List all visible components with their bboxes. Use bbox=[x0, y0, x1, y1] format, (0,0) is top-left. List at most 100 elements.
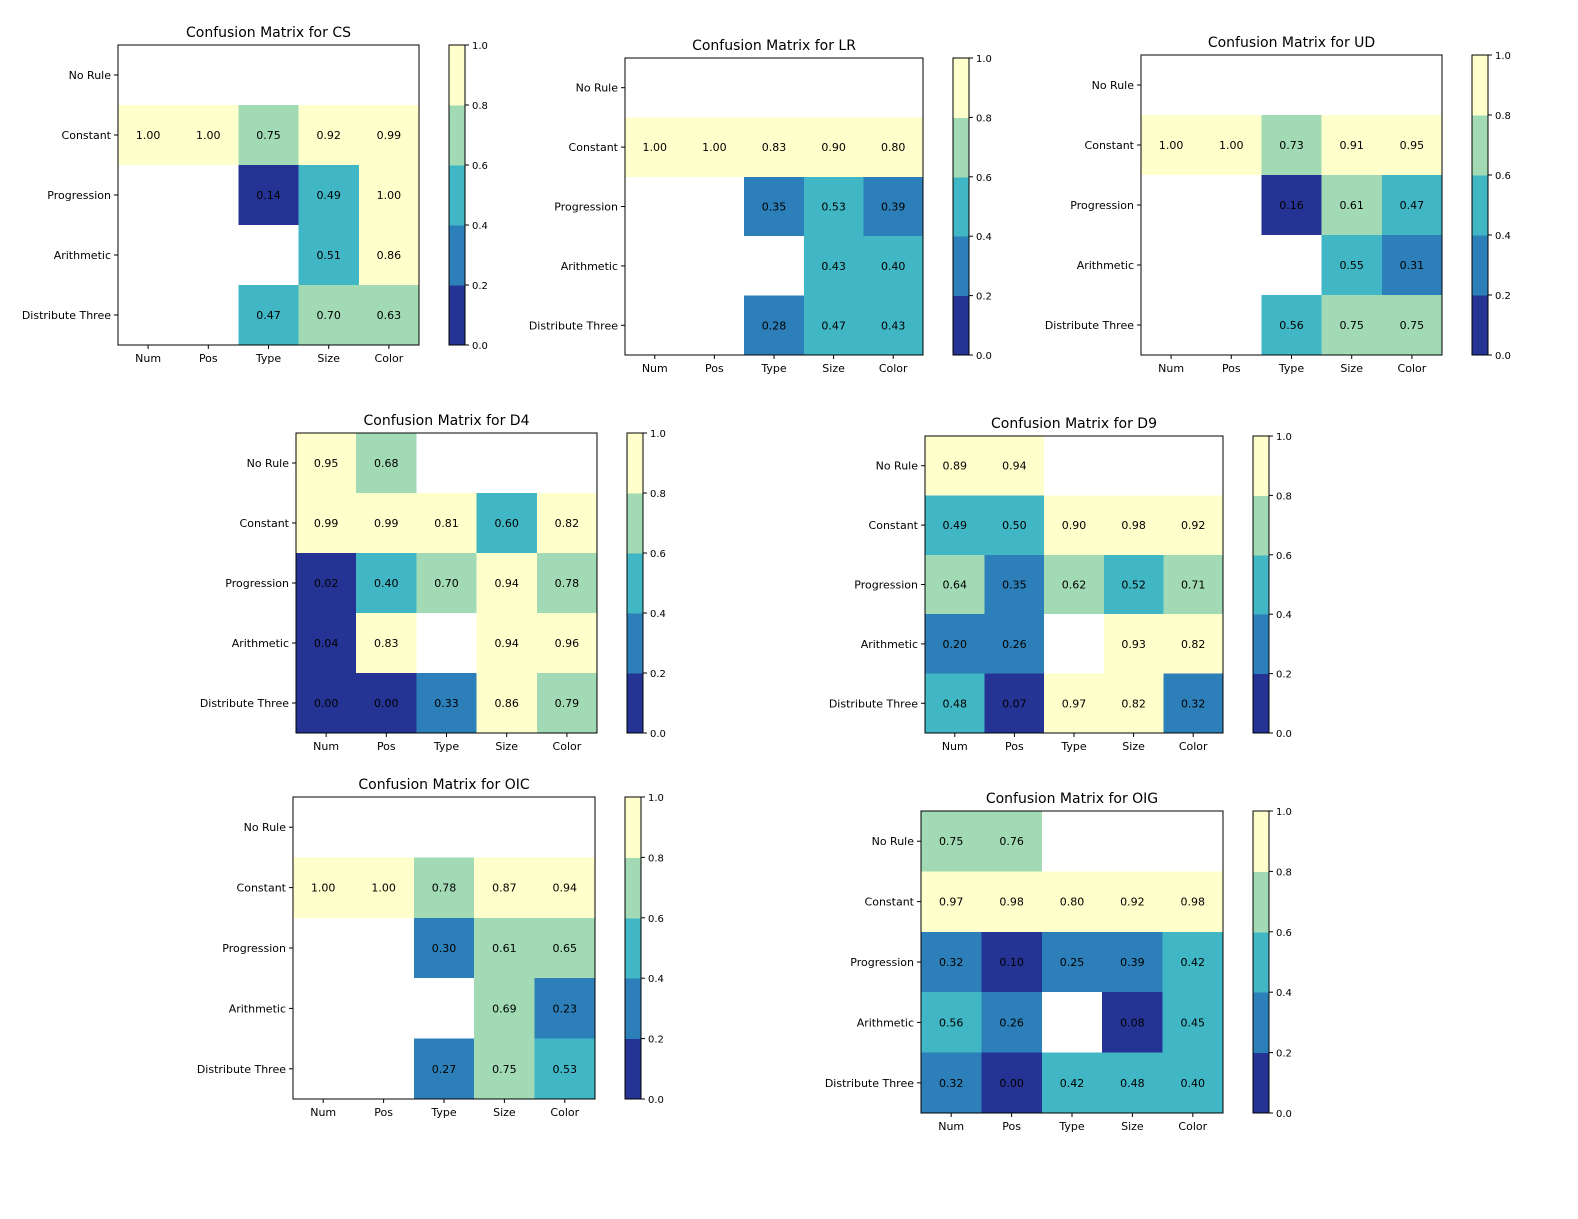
x-tick-label: Num bbox=[313, 740, 339, 753]
colorbar-tick-label: 0.8 bbox=[648, 853, 664, 864]
heatmap-cell bbox=[356, 613, 417, 674]
cell-value-label: 0.43 bbox=[881, 319, 906, 332]
x-tick-label: Size bbox=[1121, 1120, 1144, 1133]
y-tick-label: No Rule bbox=[69, 69, 112, 82]
heatmap-cell bbox=[863, 58, 924, 118]
cell-value-label: 0.52 bbox=[1121, 579, 1146, 592]
colorbar-segment bbox=[1472, 115, 1488, 176]
heatmap-cell bbox=[474, 857, 536, 919]
y-tick-label: Arithmetic bbox=[857, 1016, 914, 1029]
cell-value-label: 0.48 bbox=[1120, 1077, 1145, 1090]
heatmap-cell bbox=[1381, 175, 1443, 236]
cell-value-label: 0.92 bbox=[316, 129, 341, 142]
x-tick-label: Size bbox=[1122, 740, 1145, 753]
heatmap-cell bbox=[625, 58, 686, 118]
colorbar-tick-label: 0.2 bbox=[1495, 291, 1511, 302]
colorbar-tick-label: 0.0 bbox=[648, 1095, 664, 1106]
y-tick-label: Constant bbox=[1085, 139, 1135, 152]
heatmap-cell bbox=[353, 978, 415, 1040]
colorbar-segment bbox=[953, 236, 969, 297]
heatmap-cell bbox=[1162, 992, 1224, 1054]
cell-value-label: 0.35 bbox=[762, 201, 787, 214]
cell-value-label: 0.71 bbox=[1181, 579, 1206, 592]
y-tick-label: Constant bbox=[62, 129, 112, 142]
heatmap-cell bbox=[476, 493, 538, 554]
heatmap-cell bbox=[1103, 673, 1164, 734]
heatmap-cell bbox=[353, 857, 415, 919]
heatmap-cell bbox=[1141, 175, 1202, 236]
cell-value-label: 0.86 bbox=[377, 249, 402, 262]
heatmap-cell bbox=[413, 797, 475, 858]
heatmap-cell bbox=[1102, 992, 1164, 1054]
heatmap-cell bbox=[298, 45, 360, 106]
x-tick-label: Pos bbox=[377, 740, 396, 753]
y-tick-label: Progression bbox=[47, 189, 111, 202]
colorbar-tick-label: 0.8 bbox=[1276, 491, 1292, 502]
x-tick-label: Color bbox=[375, 352, 404, 365]
colorbar-segment bbox=[625, 857, 641, 919]
x-tick-label: Pos bbox=[705, 362, 724, 375]
heatmap-cell bbox=[238, 285, 300, 346]
y-tick-label: Arithmetic bbox=[1077, 259, 1134, 272]
cell-value-label: 0.82 bbox=[1121, 697, 1146, 710]
y-tick-label: Distribute Three bbox=[22, 309, 111, 322]
cell-value-label: 0.82 bbox=[1181, 638, 1206, 651]
heatmap-cell bbox=[1103, 436, 1164, 496]
x-tick-label: Type bbox=[255, 352, 281, 365]
x-tick-label: Color bbox=[550, 1106, 579, 1119]
colorbar-segment bbox=[627, 673, 643, 734]
heatmap-cell bbox=[684, 117, 745, 178]
cell-value-label: 0.47 bbox=[256, 309, 281, 322]
heatmap-cell bbox=[296, 493, 357, 554]
heatmap-cell bbox=[1321, 235, 1383, 296]
cell-value-label: 0.98 bbox=[999, 896, 1024, 909]
heatmap-cell bbox=[416, 433, 478, 494]
colorbar-tick-label: 1.0 bbox=[976, 54, 992, 65]
heatmap-cell bbox=[981, 811, 1043, 872]
colorbar-frame bbox=[1471, 54, 1489, 356]
heatmap-cell bbox=[863, 176, 924, 237]
heatmap-cell bbox=[925, 436, 986, 496]
colorbar-tick-label: 0.8 bbox=[976, 113, 992, 124]
heatmap-cell bbox=[536, 613, 598, 674]
y-tick-label: Constant bbox=[569, 141, 619, 154]
heatmap-cell bbox=[1201, 55, 1262, 116]
colorbar-tick-label: 0.2 bbox=[648, 1035, 664, 1046]
heatmap-cell bbox=[1041, 931, 1103, 993]
heatmap-cell bbox=[474, 1038, 536, 1100]
heatmap-cell bbox=[536, 553, 598, 614]
heatmap-cell bbox=[534, 978, 596, 1040]
cell-value-label: 0.80 bbox=[1060, 896, 1085, 909]
x-tick-label: Pos bbox=[1002, 1120, 1021, 1133]
heatmap-cell bbox=[1162, 871, 1224, 933]
x-tick-label: Pos bbox=[1005, 740, 1024, 753]
cell-value-label: 0.51 bbox=[316, 249, 341, 262]
colorbar-segment bbox=[953, 295, 969, 356]
heatmap-cell bbox=[118, 45, 179, 106]
x-tick-label: Size bbox=[495, 740, 518, 753]
x-tick-label: Color bbox=[1179, 740, 1208, 753]
heatmap-cell bbox=[803, 117, 864, 178]
heatmap-cell bbox=[1102, 1052, 1164, 1114]
chart-title: Confusion Matrix for UD bbox=[1208, 35, 1375, 51]
heatmap-cell bbox=[1162, 1052, 1224, 1114]
heatmap-cell bbox=[981, 1052, 1043, 1114]
heatmap-cell bbox=[293, 797, 354, 858]
cell-value-label: 1.00 bbox=[377, 189, 402, 202]
cell-value-label: 0.98 bbox=[1121, 519, 1146, 532]
colorbar-segment bbox=[625, 978, 641, 1040]
cell-value-label: 0.40 bbox=[1181, 1077, 1206, 1090]
cell-value-label: 1.00 bbox=[311, 882, 336, 895]
colorbar-tick-label: 0.4 bbox=[1495, 231, 1511, 242]
cell-value-label: 0.26 bbox=[999, 1016, 1024, 1029]
colorbar-segment bbox=[625, 917, 641, 979]
colorbar-tick-label: 1.0 bbox=[1276, 432, 1292, 443]
y-tick-label: No Rule bbox=[872, 835, 915, 848]
heatmap-cell bbox=[803, 295, 864, 356]
cell-value-label: 0.75 bbox=[1339, 319, 1364, 332]
cell-value-label: 0.10 bbox=[999, 956, 1024, 969]
heatmap-cell bbox=[1141, 235, 1202, 296]
cell-value-label: 0.02 bbox=[314, 577, 339, 590]
heatmap-cell bbox=[925, 614, 986, 675]
